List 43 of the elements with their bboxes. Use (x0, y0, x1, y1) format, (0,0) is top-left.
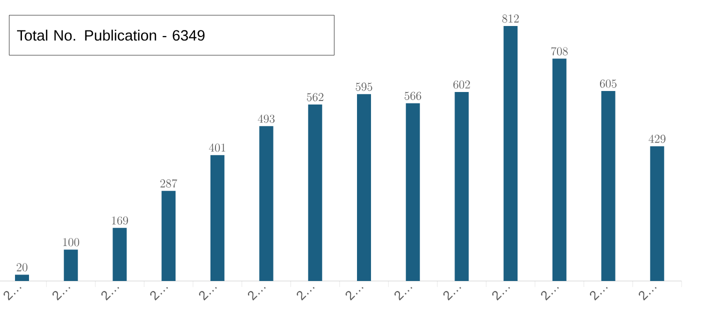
data-label: 602 (453, 80, 470, 89)
data-label: 708 (551, 47, 568, 56)
data-label: 493 (258, 114, 275, 123)
x-tick-label: 2… (541, 286, 559, 300)
bar (210, 155, 224, 281)
bar (112, 228, 127, 281)
bar (406, 103, 420, 281)
data-label: 287 (160, 179, 178, 188)
data-label: 605 (600, 80, 616, 88)
bar (64, 250, 78, 281)
bar (259, 126, 274, 281)
bar (162, 190, 176, 281)
x-tick-label: 2… (150, 286, 168, 300)
data-label: 100 (63, 238, 80, 246)
bar (357, 94, 372, 281)
x-tick-label: 2… (638, 286, 657, 300)
data-label: 812 (502, 14, 519, 23)
bar (454, 92, 469, 281)
x-tick-label: 2… (101, 286, 120, 300)
bar (601, 91, 616, 281)
data-label: 20 (16, 263, 28, 272)
x-tick-label: 2… (394, 286, 412, 300)
data-label: 595 (356, 82, 372, 91)
bar (650, 146, 664, 281)
annotation: Total No. Publication - 6349 (17, 30, 205, 41)
x-tick-label: 2… (296, 286, 315, 300)
x-tick-label: 2… (590, 286, 608, 300)
data-label: 401 (208, 143, 226, 152)
data-label: 169 (112, 216, 128, 225)
bar (308, 104, 322, 281)
bar (552, 58, 566, 281)
x-tick-label: 2… (52, 286, 70, 300)
data-label: 429 (648, 134, 666, 144)
data-label: 562 (306, 93, 324, 102)
x-tick-label: 2… (443, 286, 462, 300)
x-tick-label: 2… (199, 286, 217, 300)
x-tick-label: 2… (4, 286, 22, 300)
x-tick-label: 2… (346, 286, 364, 300)
x-tick-label: 2… (248, 286, 266, 300)
bar (504, 26, 518, 281)
x-tick-label: 2… (492, 286, 510, 300)
data-label: 566 (404, 92, 422, 100)
bar (15, 274, 29, 281)
